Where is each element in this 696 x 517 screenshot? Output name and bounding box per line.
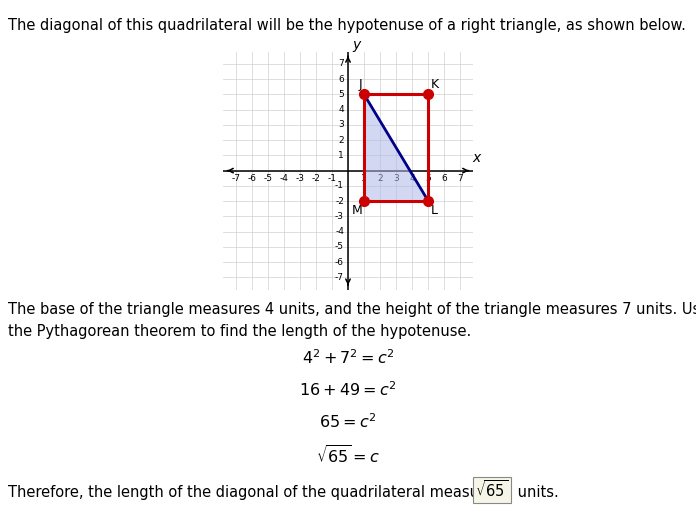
Text: The diagonal of this quadrilateral will be the hypotenuse of a right triangle, a: The diagonal of this quadrilateral will … (8, 18, 686, 33)
Text: L: L (431, 204, 438, 217)
Text: J: J (359, 78, 363, 90)
Text: -1: -1 (327, 174, 336, 184)
Text: The base of the triangle measures 4 units, and the height of the triangle measur: The base of the triangle measures 4 unit… (8, 302, 696, 339)
Text: 7: 7 (338, 59, 344, 68)
Text: 5: 5 (425, 174, 432, 184)
Text: -6: -6 (335, 257, 344, 267)
Text: -4: -4 (279, 174, 288, 184)
Polygon shape (364, 95, 428, 201)
Text: -4: -4 (335, 227, 344, 236)
Text: -3: -3 (295, 174, 304, 184)
Text: Therefore, the length of the diagonal of the quadrilateral measures: Therefore, the length of the diagonal of… (8, 485, 507, 500)
Text: -3: -3 (335, 212, 344, 221)
Text: $16 + 49 = c^2$: $16 + 49 = c^2$ (299, 382, 397, 400)
Text: -2: -2 (311, 174, 320, 184)
Text: 1: 1 (361, 174, 367, 184)
Text: $\sqrt{65}$: $\sqrt{65}$ (475, 479, 509, 500)
Text: x: x (473, 151, 481, 165)
Text: 4: 4 (338, 105, 344, 114)
Text: -7: -7 (231, 174, 240, 184)
Text: 3: 3 (338, 120, 344, 129)
Text: -2: -2 (335, 196, 344, 206)
Text: -1: -1 (335, 181, 344, 190)
Text: $65 = c^2$: $65 = c^2$ (319, 414, 377, 432)
Text: 3: 3 (393, 174, 399, 184)
Text: 5: 5 (338, 90, 344, 99)
Text: 6: 6 (338, 74, 344, 84)
Text: 1: 1 (338, 151, 344, 160)
Text: K: K (431, 78, 439, 90)
Text: M: M (351, 204, 363, 217)
Text: y: y (352, 38, 361, 52)
Text: 7: 7 (457, 174, 464, 184)
Text: 2: 2 (377, 174, 383, 184)
Text: 2: 2 (338, 135, 344, 145)
Text: 4: 4 (409, 174, 415, 184)
Text: -7: -7 (335, 273, 344, 282)
Text: 6: 6 (441, 174, 448, 184)
Text: $\sqrt{65} = c$: $\sqrt{65} = c$ (316, 446, 380, 468)
Text: units.: units. (513, 485, 559, 500)
Text: $4^2 + 7^2 = c^2$: $4^2 + 7^2 = c^2$ (301, 349, 395, 368)
Text: -5: -5 (335, 242, 344, 251)
Text: -6: -6 (247, 174, 256, 184)
Text: -5: -5 (263, 174, 272, 184)
